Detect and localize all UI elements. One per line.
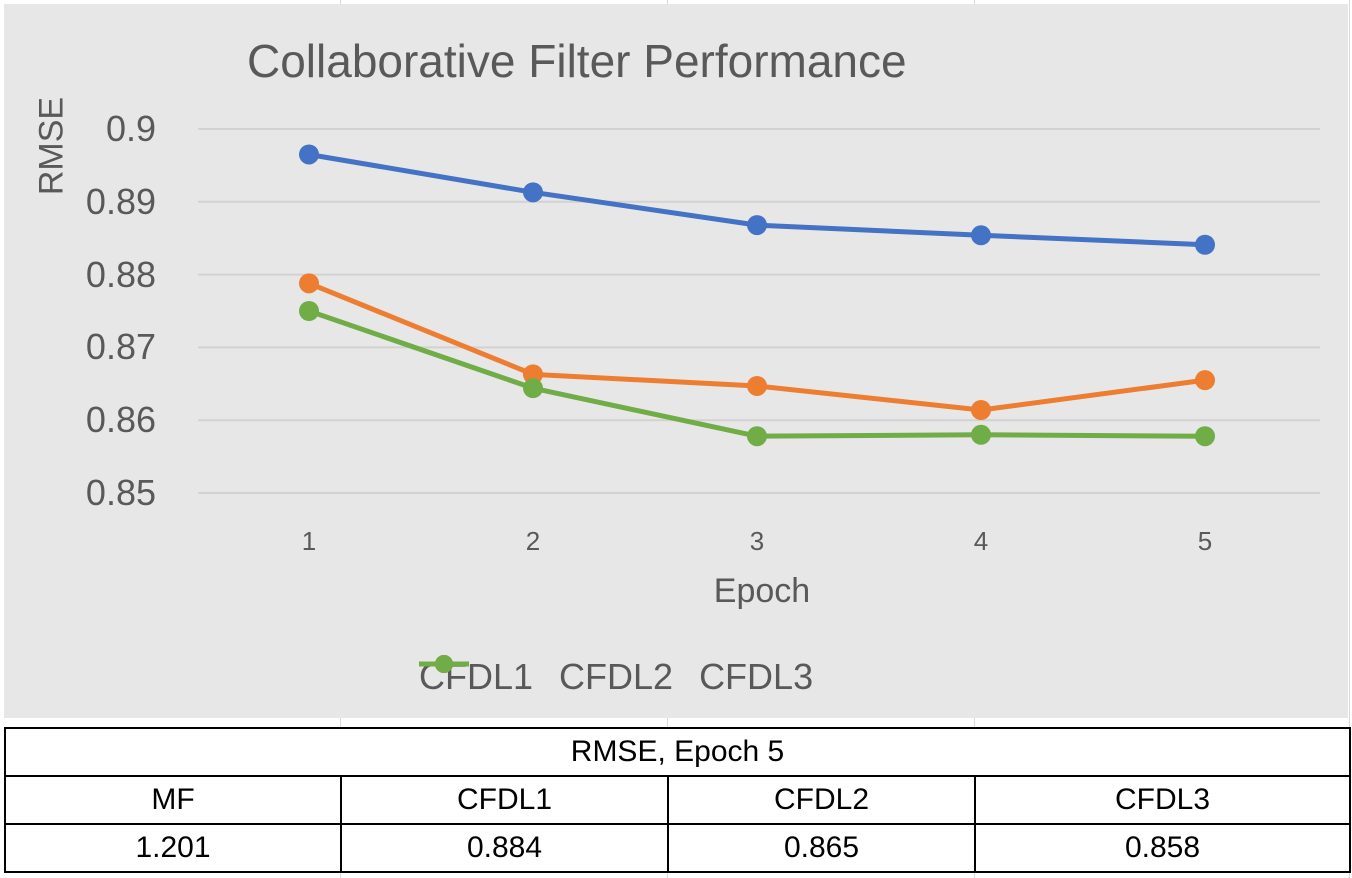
table-cell: 1.201 xyxy=(4,823,342,873)
legend-item: CFDL2 xyxy=(419,655,674,698)
x-tick-label: 5 xyxy=(1197,526,1213,556)
data-point[interactable] xyxy=(971,225,991,246)
data-point[interactable] xyxy=(299,301,319,321)
data-point[interactable] xyxy=(1195,426,1215,447)
y-tick-label: 0.88 xyxy=(85,253,156,295)
table-title: RMSE, Epoch 5 xyxy=(4,727,1351,777)
series-cfdl2[interactable] xyxy=(299,273,1215,421)
chart-legend: CFDL1 CFDL2 CFDL3 xyxy=(419,652,813,702)
data-point[interactable] xyxy=(747,426,767,447)
table-cell: 0.884 xyxy=(340,823,669,873)
table-header-cell: MF xyxy=(4,775,342,825)
data-point[interactable] xyxy=(523,378,543,399)
line-chart[interactable]: Collaborative Filter Performance RMSE Ep… xyxy=(4,4,1348,718)
chart-title: Collaborative Filter Performance xyxy=(247,35,907,87)
legend-item: CFDL3 xyxy=(419,655,814,698)
series-line xyxy=(308,308,1206,439)
data-point[interactable] xyxy=(1195,370,1215,391)
data-point[interactable] xyxy=(299,144,319,165)
legend-label: CFDL2 xyxy=(559,656,674,697)
sheet-gridline xyxy=(1349,0,1350,878)
data-point[interactable] xyxy=(747,375,767,396)
table-cell: 0.865 xyxy=(667,823,976,873)
data-point[interactable] xyxy=(523,364,543,385)
plot-area xyxy=(198,128,1320,494)
data-point[interactable] xyxy=(1195,234,1215,255)
y-tick-label: 0.86 xyxy=(85,399,156,441)
legend-marker-icon xyxy=(419,655,469,673)
series-cfdl1[interactable] xyxy=(299,144,1215,255)
table-header-cell: CFDL2 xyxy=(667,775,976,825)
rmse-summary-table: RMSE, Epoch 5 MF CFDL1 CFDL2 CFDL3 1.201… xyxy=(4,727,1351,873)
table-cell: 0.858 xyxy=(974,823,1351,873)
x-tick-label: 1 xyxy=(301,526,317,556)
data-point[interactable] xyxy=(523,182,543,203)
table-header-cell: CFDL1 xyxy=(340,775,669,825)
x-tick-label: 2 xyxy=(525,526,541,556)
data-point[interactable] xyxy=(971,400,991,421)
x-axis-label: Epoch xyxy=(713,572,811,610)
y-tick-label: 0.9 xyxy=(105,108,156,149)
y-tick-label: 0.85 xyxy=(85,472,156,513)
x-tick-label: 3 xyxy=(749,526,765,556)
y-tick-label: 0.89 xyxy=(85,180,156,222)
table-header-row: MF CFDL1 CFDL2 CFDL3 xyxy=(4,775,1351,825)
table-header-cell: CFDL3 xyxy=(974,775,1351,825)
y-tick-label: 0.87 xyxy=(85,326,156,368)
data-point[interactable] xyxy=(747,215,767,236)
legend-label: CFDL3 xyxy=(699,656,814,697)
data-point[interactable] xyxy=(299,273,319,294)
x-tick-label: 4 xyxy=(973,526,989,556)
series-cfdl3[interactable] xyxy=(299,301,1215,447)
data-point[interactable] xyxy=(971,424,991,445)
table-row: 1.201 0.884 0.865 0.858 xyxy=(4,823,1351,873)
table-title-row: RMSE, Epoch 5 xyxy=(4,727,1351,777)
